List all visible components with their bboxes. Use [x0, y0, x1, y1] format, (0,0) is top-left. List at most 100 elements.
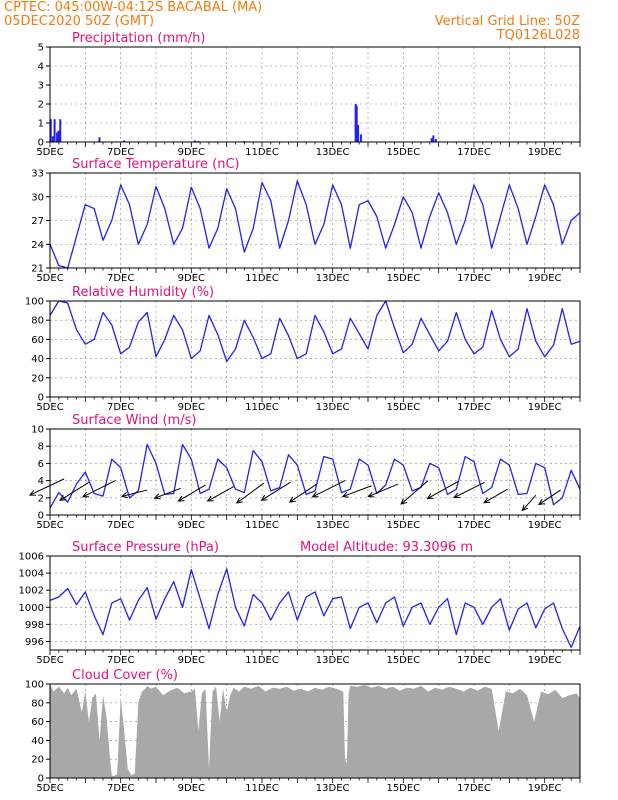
x-tick-label: 19DEC	[528, 783, 562, 794]
header-grid-note: Vertical Grid Line: 50Z	[435, 14, 580, 29]
x-tick-label: 7DEC	[107, 402, 134, 413]
y-tick-label: 0	[38, 511, 44, 522]
y-tick-label: 2	[38, 100, 44, 111]
series-line	[49, 568, 581, 649]
x-tick-label: 7DEC	[107, 147, 134, 158]
wind-arrow	[521, 494, 537, 511]
x-tick-label: 19DEC	[528, 520, 562, 531]
wind-arrow-head	[367, 491, 375, 498]
wind-arrow-head	[400, 498, 408, 505]
x-tick-label: 9DEC	[178, 273, 205, 284]
wind-arrow-head	[426, 493, 434, 500]
y-tick-label: 1006	[19, 552, 44, 563]
precip-bar	[355, 105, 358, 142]
x-tick-label: 11DEC	[245, 402, 279, 413]
x-tick-label: 11DEC	[245, 520, 279, 531]
y-tick-label: 100	[25, 297, 44, 308]
x-tick-label: 7DEC	[107, 655, 134, 666]
precip-bar	[357, 124, 360, 142]
precipitation-panel: Precipitation (mm/h) 0 1 2 3 4 5 5DEC 7DEC 9DEC 11…	[36, 31, 581, 158]
y-tick-label: 80	[31, 316, 44, 327]
x-tick-label: 5DEC	[36, 273, 63, 284]
y-tick-label: 80	[31, 698, 44, 709]
y-tick-label: 24	[31, 240, 44, 251]
y-tick-label: 60	[31, 335, 44, 346]
y-tick-label: 6	[38, 459, 44, 470]
x-tick-label: 9DEC	[178, 783, 205, 794]
wind-arrow	[368, 483, 399, 498]
y-tick-label: 998	[25, 620, 44, 631]
x-tick-label: 13DEC	[316, 147, 350, 158]
y-tick-label: 30	[31, 192, 44, 203]
wind-arrow-head	[311, 491, 319, 498]
x-tick-label: 19DEC	[528, 402, 562, 413]
y-tick-label: 1002	[19, 586, 44, 597]
y-tick-label: 996	[25, 637, 44, 648]
wind-arrow	[453, 481, 485, 499]
y-tick-label: 40	[31, 354, 44, 365]
x-tick-label: 15DEC	[386, 273, 420, 284]
x-tick-label: 17DEC	[457, 147, 491, 158]
precip-bar	[49, 119, 52, 142]
wind-arrow-head	[260, 494, 268, 501]
model-altitude: Model Altitude: 93.3096 m	[300, 540, 473, 555]
wind-arrow	[483, 488, 508, 504]
panel-title: Cloud Cover (%)	[72, 668, 178, 683]
x-tick-label: 7DEC	[107, 273, 134, 284]
panel-title: Surface Temperature (nC)	[72, 157, 240, 172]
y-tick-label: 60	[31, 717, 44, 728]
wind-arrow-head	[341, 491, 349, 498]
wind-arrow	[154, 487, 181, 499]
panel-frame	[49, 46, 581, 143]
x-tick-label: 19DEC	[528, 147, 562, 158]
x-tick-label: 15DEC	[386, 147, 420, 158]
precip-bar	[430, 138, 433, 142]
header-model-id: TQ0126L028	[496, 28, 580, 43]
wind-arrow	[207, 486, 234, 502]
x-tick-label: 9DEC	[178, 402, 205, 413]
panel-title: Precipitation (mm/h)	[72, 31, 205, 46]
wind-arrow	[178, 484, 206, 502]
x-tick-label: 9DEC	[178, 147, 205, 158]
wind-panel: Surface Wind (m/s) 0 2 4 6 8 10 5DEC 7DEC 9DEC 11D…	[28, 413, 581, 531]
panel-frame	[49, 555, 581, 651]
panel-title: Surface Pressure (hPa)	[72, 540, 219, 555]
y-tick-label: 4	[38, 476, 44, 487]
x-tick-label: 13DEC	[316, 783, 350, 794]
panel-title: Surface Wind (m/s)	[72, 413, 196, 428]
header-date: 05DEC2020 50Z (GMT)	[4, 14, 154, 29]
x-tick-label: 5DEC	[36, 783, 63, 794]
x-tick-label: 11DEC	[245, 147, 279, 158]
panel-frame	[49, 428, 581, 516]
wind-arrow-head	[452, 492, 461, 499]
wind-arrow	[289, 483, 318, 503]
wind-arrow	[538, 489, 561, 505]
precip-bar	[432, 135, 435, 142]
y-tick-label: 1	[38, 119, 44, 130]
y-tick-label: 0	[38, 138, 44, 149]
y-tick-label: 1000	[19, 603, 44, 614]
y-tick-label: 27	[31, 216, 44, 227]
wind-arrow-head	[153, 493, 161, 500]
x-tick-label: 7DEC	[107, 783, 134, 794]
x-tick-label: 7DEC	[107, 520, 134, 531]
panel-title: Relative Humidity (%)	[72, 285, 214, 300]
wind-arrow	[427, 481, 459, 499]
precip-bar	[123, 140, 126, 142]
temperature-panel: Surface Temperature (nC) 21 24 27 30 33 5DEC 7D…	[31, 157, 581, 284]
wind-arrow-head	[81, 491, 90, 498]
wind-arrow	[342, 485, 372, 498]
wind-arrow-head	[483, 497, 491, 504]
header-location: CPTEC: 045:00W-04:12S BACABAL (MA)	[4, 0, 262, 15]
precip-bar	[57, 130, 60, 142]
series-line	[49, 180, 581, 269]
wind-arrow	[312, 480, 346, 498]
y-tick-label: 5	[38, 43, 44, 54]
y-tick-label: 21	[31, 264, 44, 275]
precip-bar	[98, 137, 101, 142]
y-tick-label: 40	[31, 736, 44, 747]
y-tick-label: 2	[38, 493, 44, 504]
wind-arrow	[400, 480, 429, 505]
y-tick-label: 4	[38, 62, 44, 73]
x-tick-label: 15DEC	[386, 520, 420, 531]
